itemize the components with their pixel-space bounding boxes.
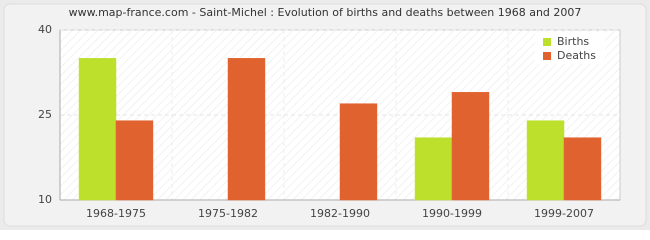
y-tick-label: 25 bbox=[38, 108, 52, 121]
bar bbox=[78, 58, 117, 201]
legend-label: Deaths bbox=[557, 49, 596, 62]
x-tick-label: 1975-1982 bbox=[198, 207, 258, 220]
bar bbox=[563, 137, 602, 201]
bar bbox=[451, 92, 490, 201]
chart-title: www.map-france.com - Saint-Michel : Evol… bbox=[69, 6, 582, 19]
chart: www.map-france.com - Saint-Michel : Evol… bbox=[0, 0, 650, 230]
bar bbox=[227, 58, 266, 201]
bar bbox=[526, 120, 565, 201]
bar bbox=[115, 120, 154, 201]
x-tick-label: 1990-1999 bbox=[422, 207, 482, 220]
bar bbox=[339, 103, 378, 201]
legend-swatch bbox=[543, 38, 551, 46]
x-tick-label: 1982-1990 bbox=[310, 207, 370, 220]
y-tick-label: 10 bbox=[38, 193, 52, 206]
legend-swatch bbox=[543, 52, 551, 60]
legend-label: Births bbox=[557, 35, 589, 48]
y-tick-label: 40 bbox=[38, 23, 52, 36]
bar bbox=[414, 137, 453, 201]
x-tick-label: 1999-2007 bbox=[534, 207, 594, 220]
x-tick-label: 1968-1975 bbox=[86, 207, 146, 220]
